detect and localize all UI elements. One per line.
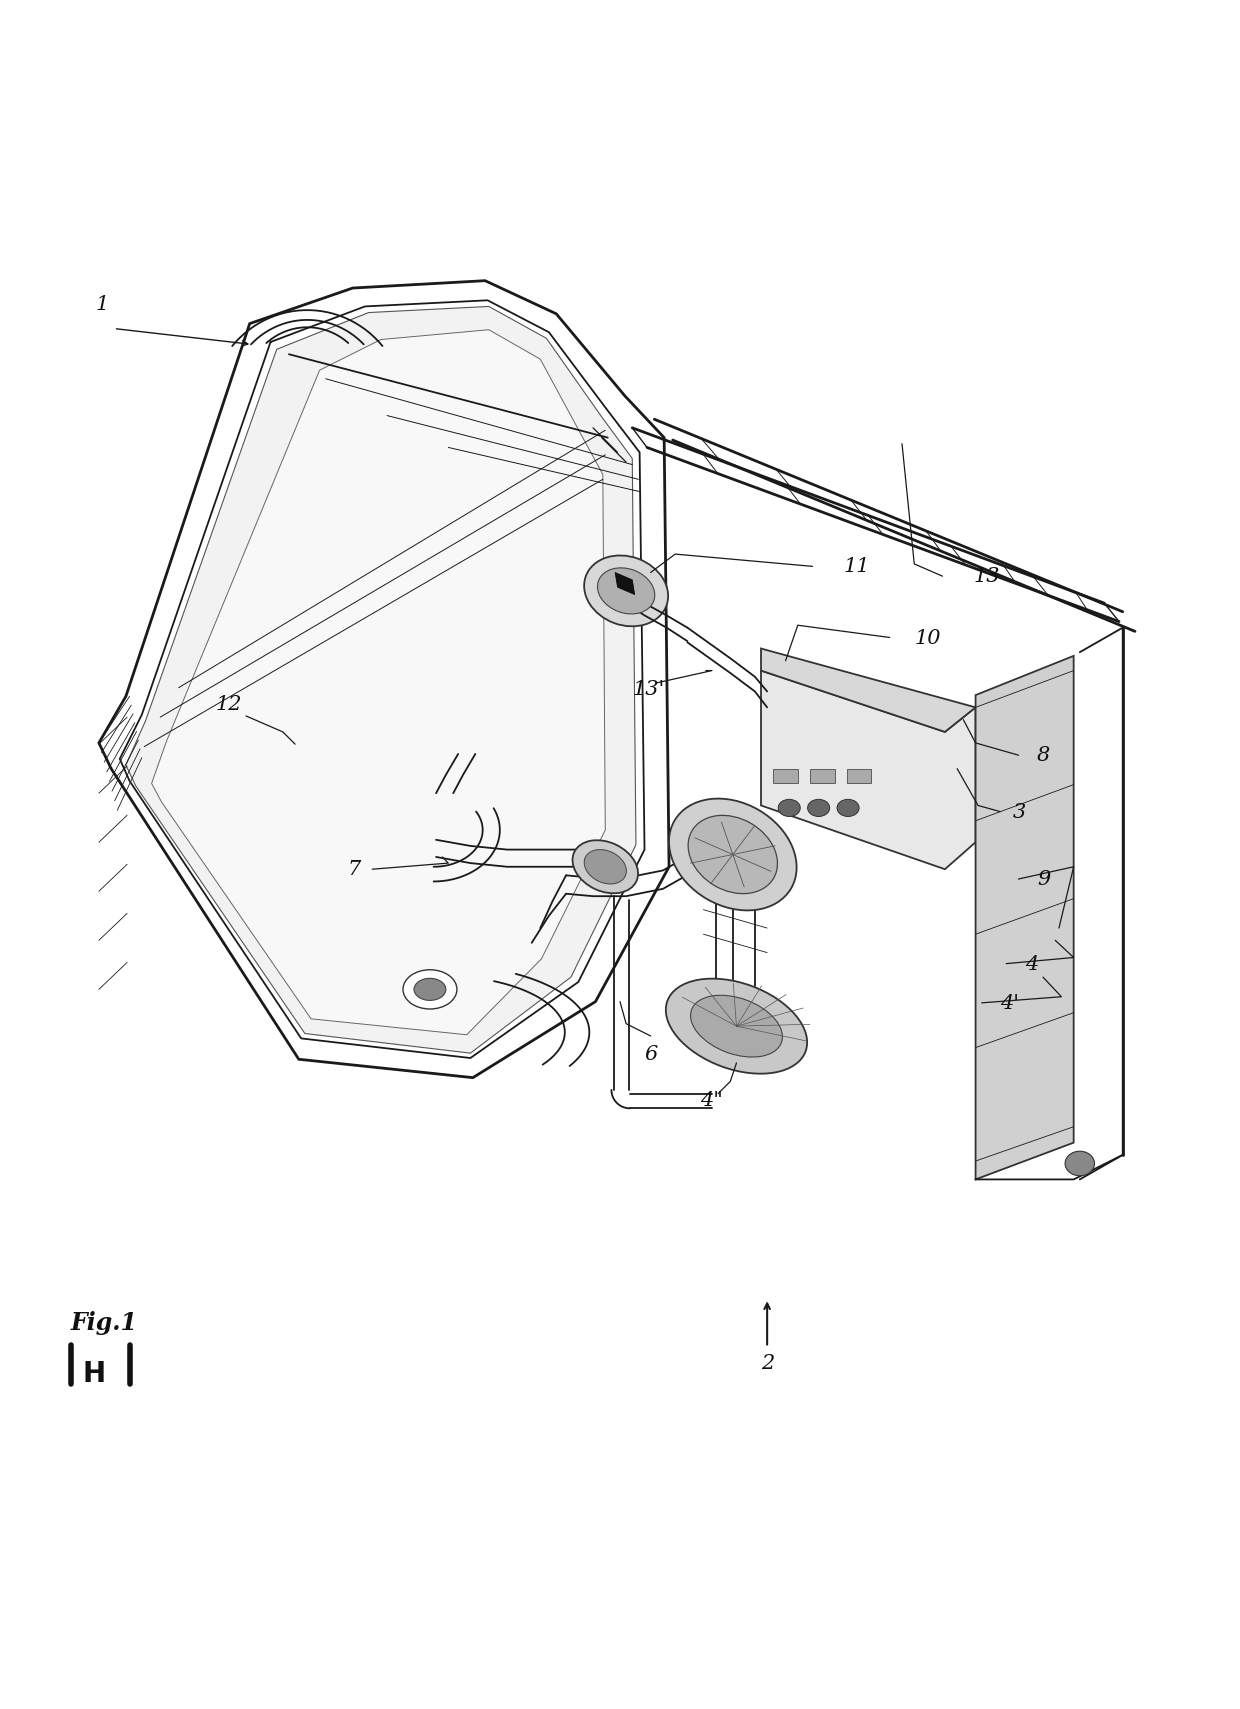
Ellipse shape [688,815,777,894]
Text: 10: 10 [914,629,941,648]
Ellipse shape [779,800,800,817]
Text: 4': 4' [1001,995,1019,1013]
Text: 8: 8 [1037,747,1050,766]
Text: 3: 3 [1012,803,1025,822]
Text: 6: 6 [645,1046,657,1065]
Text: Fig.1: Fig.1 [71,1311,138,1335]
Ellipse shape [414,978,446,1000]
Text: 1: 1 [95,296,108,314]
Polygon shape [99,280,670,1078]
Ellipse shape [403,969,456,1008]
Text: 4": 4" [699,1090,723,1109]
Polygon shape [151,330,605,1034]
Polygon shape [810,769,835,783]
Ellipse shape [691,995,782,1058]
Ellipse shape [837,800,859,817]
Polygon shape [761,648,976,731]
Text: 9: 9 [1037,870,1050,889]
Ellipse shape [584,555,668,625]
Text: 7: 7 [347,860,361,880]
Text: 12: 12 [216,696,242,714]
Ellipse shape [807,800,830,817]
Polygon shape [976,656,1074,1179]
Text: 2: 2 [761,1355,774,1374]
Polygon shape [847,769,872,783]
Text: 11: 11 [843,557,869,576]
Polygon shape [126,306,636,1053]
Ellipse shape [1065,1152,1095,1176]
Ellipse shape [666,979,807,1073]
Text: 13': 13' [632,680,665,699]
Ellipse shape [573,841,639,894]
Text: 13: 13 [973,567,999,586]
Ellipse shape [584,849,626,884]
Polygon shape [761,670,976,870]
Ellipse shape [598,567,655,614]
Polygon shape [774,769,797,783]
Text: H: H [83,1360,107,1388]
Polygon shape [615,573,635,595]
Ellipse shape [668,798,796,911]
Text: 4: 4 [1024,955,1038,974]
